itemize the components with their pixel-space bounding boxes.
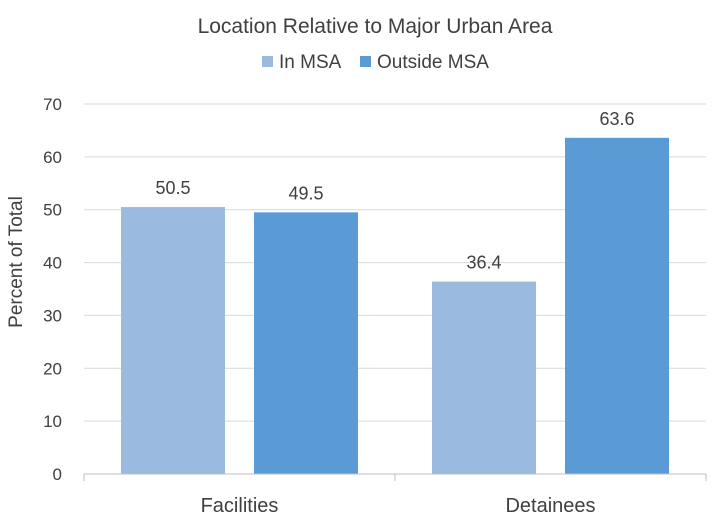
y-tick-label: 40 [43, 254, 62, 273]
y-axis-ticks: 0 10 20 30 40 50 60 70 [43, 95, 62, 484]
legend: In MSA Outside MSA [262, 52, 489, 73]
bars [121, 137, 669, 475]
data-label: 36.4 [466, 253, 501, 273]
bar-detainees-in-msa [432, 281, 536, 474]
legend-label: In MSA [279, 52, 342, 73]
y-tick-label: 60 [43, 148, 62, 167]
y-tick-label: 30 [43, 306, 62, 325]
chart-title: Location Relative to Major Urban Area [198, 15, 553, 38]
legend-swatch [360, 56, 371, 67]
y-tick-label: 50 [43, 201, 62, 220]
y-axis-label: Percent of Total [6, 196, 27, 328]
bar-facilities-in-msa [121, 207, 225, 475]
legend-label: Outside MSA [377, 52, 489, 73]
data-label: 49.5 [288, 183, 323, 203]
bar-detainees-outside-msa [565, 137, 669, 475]
y-tick-label: 0 [53, 465, 62, 484]
data-label: 50.5 [155, 178, 190, 198]
bar-facilities-outside-msa [254, 212, 358, 474]
x-axis: Facilities Detainees [83, 473, 707, 517]
data-label: 63.6 [599, 109, 634, 129]
y-tick-label: 70 [43, 95, 62, 114]
x-category-label: Facilities [201, 495, 279, 517]
x-category-label: Detainees [505, 495, 595, 517]
y-tick-label: 10 [43, 412, 62, 431]
legend-swatch [262, 56, 273, 67]
y-tick-label: 20 [43, 359, 62, 378]
data-labels: 50.5 49.5 36.4 63.6 [155, 109, 634, 273]
